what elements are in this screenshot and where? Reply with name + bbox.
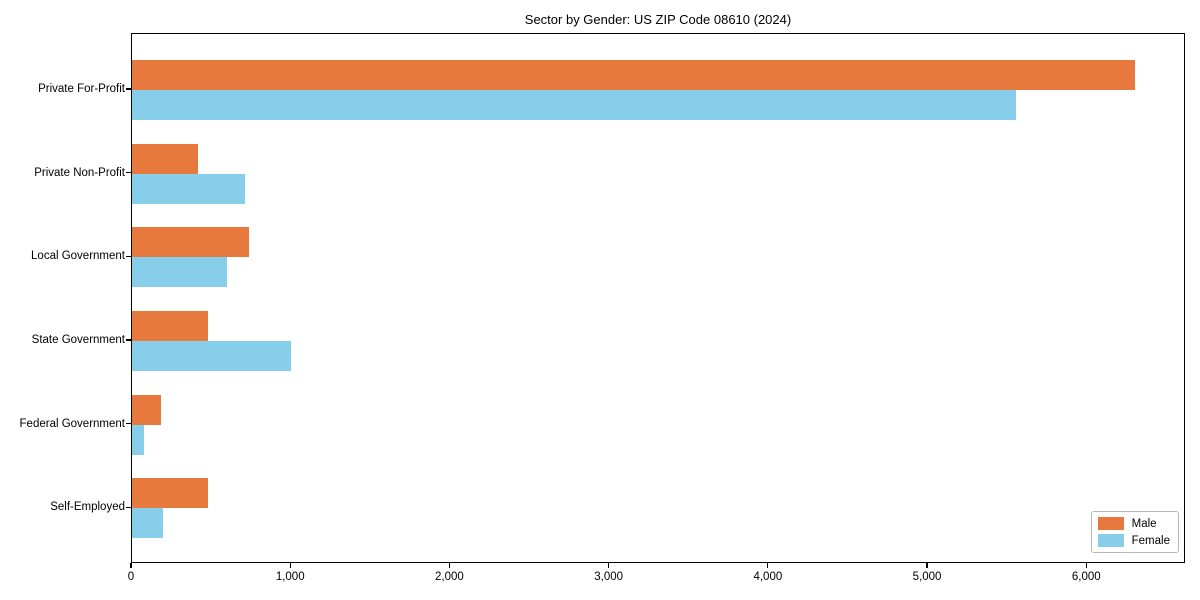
legend-swatch-female: [1097, 534, 1124, 547]
legend-entry-male: Male: [1097, 517, 1170, 530]
bar-female-2: [132, 257, 228, 288]
ytick-label-5: Self-Employed: [50, 501, 125, 514]
xtick-label-3: 3,000: [594, 571, 624, 583]
ytick-label-1: Private Non-Profit: [34, 166, 125, 179]
bar-male-4: [132, 394, 161, 425]
ytick-mark-0: [126, 88, 131, 90]
xtick-label-2: 2,000: [435, 571, 464, 583]
xtick-mark-2: [448, 563, 451, 568]
legend: Male Female: [1090, 511, 1179, 553]
legend-entry-female: Female: [1097, 534, 1170, 547]
xtick-mark-4: [767, 563, 769, 568]
xtick-label-6: 6,000: [1071, 571, 1101, 583]
xtick-mark-6: [1085, 563, 1087, 568]
legend-label-female: Female: [1131, 534, 1170, 547]
bar-female-1: [132, 173, 245, 204]
bar-male-1: [132, 143, 198, 174]
ytick-label-4: Federal Government: [19, 417, 125, 430]
bar-female-4: [132, 424, 144, 455]
bar-female-3: [132, 340, 291, 371]
legend-swatch-male: [1097, 517, 1124, 530]
bar-male-3: [132, 310, 209, 341]
bar-female-5: [132, 508, 163, 539]
xtick-mark-3: [608, 563, 610, 568]
ytick-mark-5: [126, 506, 131, 508]
xtick-label-0: 0: [127, 571, 135, 583]
ytick-label-3: State Government: [31, 333, 125, 346]
xtick-mark-1: [289, 563, 291, 568]
bar-female-0: [132, 90, 1016, 120]
xtick-mark-5: [926, 563, 928, 568]
xtick-mark-0: [130, 563, 132, 568]
legend-label-male: Male: [1131, 517, 1157, 530]
xtick-label-5: 5,000: [912, 571, 942, 583]
ytick-mark-2: [126, 255, 131, 257]
ytick-label-0: Private For-Profit: [38, 83, 125, 95]
chart-title: Sector by Gender: US ZIP Code 08610 (202…: [524, 12, 792, 27]
ytick-mark-3: [126, 339, 131, 341]
xtick-label-1: 1,000: [275, 571, 305, 583]
bar-male-0: [132, 60, 1135, 90]
xtick-label-4: 4,000: [753, 571, 783, 583]
bar-male-2: [132, 227, 249, 258]
bar-male-5: [132, 478, 209, 509]
ytick-mark-4: [126, 423, 131, 425]
plot-area: Male Female: [131, 33, 1185, 563]
ytick-label-2: Local Government: [31, 250, 125, 263]
ytick-mark-1: [126, 172, 131, 174]
